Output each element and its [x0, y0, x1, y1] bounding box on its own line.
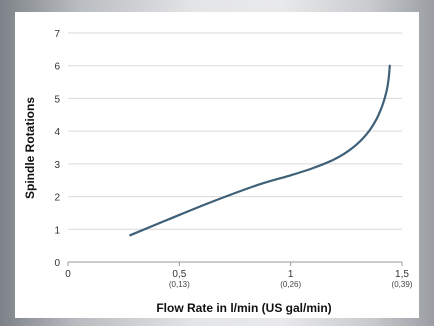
x-axis-label: Flow Rate in l/min (US gal/min) — [156, 301, 331, 315]
x-tick-sublabel: (0,39) — [392, 280, 413, 289]
chart-panel: 0 1 2 3 4 5 6 7 0 0,5 (0,13) 1 (0,26) 1,5 (0,39) Flow … — [15, 12, 419, 318]
x-tick-label: 1,5 — [395, 269, 409, 280]
y-tick-label: 7 — [54, 29, 60, 40]
series-line-0 — [129, 64, 391, 237]
x-tick-sublabel: (0,13) — [169, 280, 190, 289]
x-tick-label: 0 — [65, 269, 71, 280]
x-tick-sublabel: (0,26) — [280, 280, 301, 289]
y-tick-label: 4 — [54, 127, 60, 138]
y-tick-label: 1 — [54, 225, 60, 236]
axes — [67, 261, 403, 266]
y-tick-label: 0 — [54, 258, 60, 269]
y-tick-label: 3 — [54, 160, 60, 171]
x-tick-label: 1 — [288, 269, 294, 280]
y-tick-label: 6 — [54, 62, 60, 73]
x-tick-label: 0,5 — [172, 269, 186, 280]
gridlines — [68, 32, 402, 230]
y-tick-label: 5 — [54, 94, 60, 105]
y-tick-label: 2 — [54, 193, 60, 204]
y-axis-label: Spindle Rotations — [23, 97, 37, 199]
series — [129, 64, 391, 237]
